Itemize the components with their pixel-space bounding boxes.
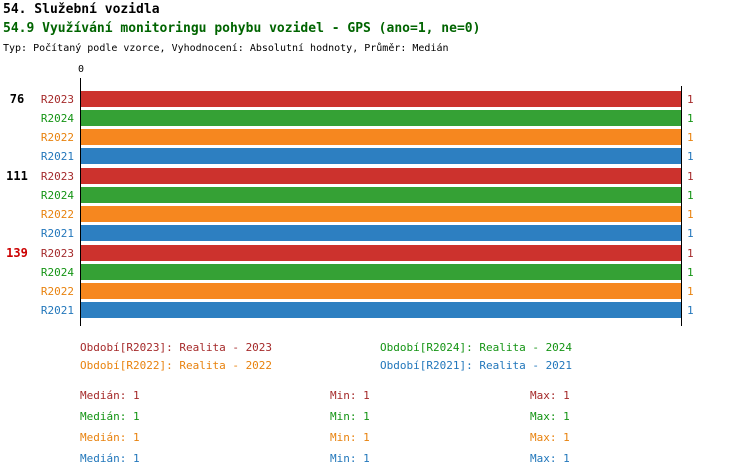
bar bbox=[81, 264, 681, 280]
bar-row: R2022 1 bbox=[0, 283, 750, 299]
chart-title: 54.9 Využívání monitoringu pohybu vozide… bbox=[3, 21, 481, 36]
bar-row: R2022 1 bbox=[0, 129, 750, 145]
bar-row: R2024 1 bbox=[0, 110, 750, 126]
bar-row: R2021 1 bbox=[0, 148, 750, 164]
bar-row: R2022 1 bbox=[0, 206, 750, 222]
bar-period-label: R2022 bbox=[40, 285, 74, 298]
bar-period-label: R2023 bbox=[40, 170, 74, 183]
bar-value-label: 1 bbox=[687, 208, 694, 221]
min-cell: Min: 1 bbox=[330, 431, 370, 444]
bar-track bbox=[81, 110, 681, 126]
bar-period-label: R2021 bbox=[40, 304, 74, 317]
bar-track bbox=[81, 91, 681, 107]
bar-track bbox=[81, 264, 681, 280]
bar-value-label: 1 bbox=[687, 93, 694, 106]
bar-group: 139 R2023 1 R2024 1 R2022 1 R2021 1 bbox=[0, 245, 750, 318]
median-cell: Medián: 1 bbox=[80, 431, 140, 444]
bar-track bbox=[81, 206, 681, 222]
bar-track bbox=[81, 245, 681, 261]
stats-row: Medián: 1 Min: 1 Max: 1 bbox=[80, 389, 720, 410]
chart-meta: Typ: Počítaný podle vzorce, Vyhodnocení:… bbox=[3, 43, 449, 54]
bar-period-label: R2021 bbox=[40, 150, 74, 163]
max-cell: Max: 1 bbox=[530, 431, 570, 444]
median-cell: Medián: 1 bbox=[80, 410, 140, 423]
bar bbox=[81, 110, 681, 126]
min-cell: Min: 1 bbox=[330, 389, 370, 402]
right-axis-line bbox=[681, 86, 682, 326]
bar bbox=[81, 225, 681, 241]
bar-group: 76 R2023 1 R2024 1 R2022 1 R2021 1 bbox=[0, 91, 750, 164]
bar bbox=[81, 168, 681, 184]
bar bbox=[81, 283, 681, 299]
legend-item: Období[R2023]: Realita - 2023 bbox=[80, 341, 273, 354]
bar-value-label: 1 bbox=[687, 112, 694, 125]
bar-row: R2023 1 bbox=[0, 245, 750, 261]
bar-period-label: R2024 bbox=[40, 112, 74, 125]
stats-row: Medián: 1 Min: 1 Max: 1 bbox=[80, 452, 720, 473]
max-cell: Max: 1 bbox=[530, 452, 570, 465]
bar-period-label: R2022 bbox=[40, 208, 74, 221]
min-cell: Min: 1 bbox=[330, 452, 370, 465]
bar-value-label: 1 bbox=[687, 285, 694, 298]
bar bbox=[81, 302, 681, 318]
stats-row: Medián: 1 Min: 1 Max: 1 bbox=[80, 410, 720, 431]
bar-track bbox=[81, 283, 681, 299]
bar-value-label: 1 bbox=[687, 131, 694, 144]
legend: Období[R2023]: Realita - 2023 Období[R202… bbox=[80, 341, 700, 381]
bar bbox=[81, 148, 681, 164]
bar-period-label: R2024 bbox=[40, 189, 74, 202]
x-axis-origin-label: 0 bbox=[77, 64, 85, 75]
bar bbox=[81, 206, 681, 222]
bar-row: R2021 1 bbox=[0, 225, 750, 241]
bar-value-label: 1 bbox=[687, 247, 694, 260]
bar-track bbox=[81, 148, 681, 164]
bar-row: R2023 1 bbox=[0, 91, 750, 107]
bar-period-label: R2023 bbox=[40, 247, 74, 260]
bar-value-label: 1 bbox=[687, 266, 694, 279]
stats-row: Medián: 1 Min: 1 Max: 1 bbox=[80, 431, 720, 452]
legend-item: Období[R2021]: Realita - 2021 bbox=[380, 359, 573, 372]
bar-track bbox=[81, 129, 681, 145]
bar-value-label: 1 bbox=[687, 150, 694, 163]
bar-value-label: 1 bbox=[687, 304, 694, 317]
legend-item: Období[R2024]: Realita - 2024 bbox=[380, 341, 573, 354]
median-cell: Medián: 1 bbox=[80, 389, 140, 402]
bar-group: 111 R2023 1 R2024 1 R2022 1 R2021 1 bbox=[0, 168, 750, 241]
bar-period-label: R2022 bbox=[40, 131, 74, 144]
group-value-label: 139 bbox=[6, 246, 28, 260]
bar bbox=[81, 187, 681, 203]
bar bbox=[81, 91, 681, 107]
bar-value-label: 1 bbox=[687, 189, 694, 202]
max-cell: Max: 1 bbox=[530, 389, 570, 402]
bar-row: R2024 1 bbox=[0, 264, 750, 280]
bar bbox=[81, 129, 681, 145]
bar-track bbox=[81, 187, 681, 203]
group-value-label: 111 bbox=[6, 169, 28, 183]
bar-value-label: 1 bbox=[687, 227, 694, 240]
legend-item: Období[R2022]: Realita - 2022 bbox=[80, 359, 273, 372]
chart-groups: 76 R2023 1 R2024 1 R2022 1 R2021 1 111 R2023 1 R2024… bbox=[0, 91, 750, 322]
min-cell: Min: 1 bbox=[330, 410, 370, 423]
bar-period-label: R2023 bbox=[40, 93, 74, 106]
bar-period-label: R2021 bbox=[40, 227, 74, 240]
bar-period-label: R2024 bbox=[40, 266, 74, 279]
bar-track bbox=[81, 302, 681, 318]
stats-table: Medián: 1 Min: 1 Max: 1 Medián: 1 Min: 1 Max:… bbox=[80, 389, 720, 473]
bar-track bbox=[81, 225, 681, 241]
bar-row: R2024 1 bbox=[0, 187, 750, 203]
bar-row: R2021 1 bbox=[0, 302, 750, 318]
bar-value-label: 1 bbox=[687, 170, 694, 183]
bar bbox=[81, 245, 681, 261]
max-cell: Max: 1 bbox=[530, 410, 570, 423]
bar-row: R2023 1 bbox=[0, 168, 750, 184]
page-title: 54. Služební vozidla bbox=[3, 2, 160, 17]
bar-track bbox=[81, 168, 681, 184]
left-axis-line bbox=[80, 78, 81, 326]
median-cell: Medián: 1 bbox=[80, 452, 140, 465]
group-value-label: 76 bbox=[9, 92, 25, 106]
